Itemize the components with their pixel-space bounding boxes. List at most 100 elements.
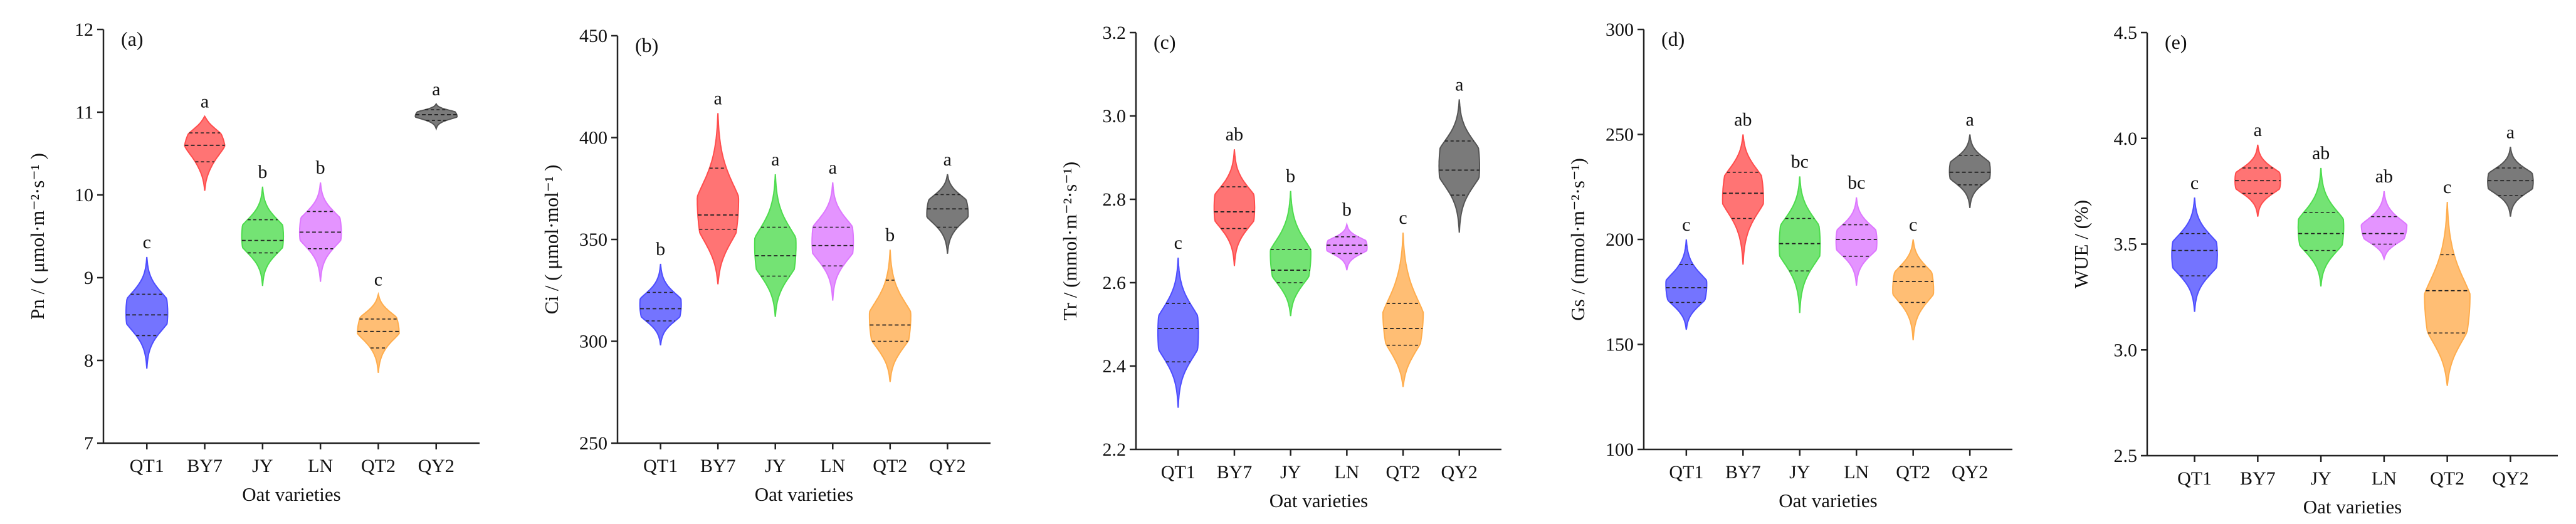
x-tick-label: QY2	[418, 456, 455, 476]
y-tick-label: 4.5	[2114, 23, 2138, 43]
panel-label: (b)	[635, 34, 658, 56]
significance-letter: ab	[2375, 166, 2393, 187]
significance-letter: c	[374, 269, 382, 290]
x-tick-label: QT2	[1386, 462, 1421, 483]
y-tick-label: 2.8	[1103, 189, 1127, 210]
x-tick-label: QT1	[643, 456, 678, 476]
significance-letter: ab	[2312, 143, 2330, 164]
panel-label: (d)	[1661, 28, 1685, 50]
x-tick-label: QY2	[929, 456, 965, 476]
y-tick-label: 300	[579, 332, 607, 352]
y-axis-title: Tr / (mmol·m⁻²·s⁻¹)	[1059, 162, 1081, 320]
x-axis-title: Oat varieties	[1779, 490, 1878, 511]
significance-letter: bc	[1848, 172, 1865, 193]
y-tick-label: 2.4	[1103, 356, 1127, 377]
significance-letter: b	[258, 162, 267, 182]
violin-JY	[241, 186, 285, 286]
y-tick-label: 4.0	[2114, 128, 2138, 149]
violin-BY7	[2234, 144, 2281, 217]
y-tick-label: 250	[579, 433, 607, 454]
y-tick-label: 11	[75, 102, 93, 123]
significance-letter: b	[1342, 199, 1352, 220]
x-tick-label: QT1	[1161, 462, 1196, 483]
violin-BY7	[1722, 134, 1764, 265]
panel-label: (e)	[2165, 31, 2187, 53]
x-axis-title: Oat varieties	[755, 483, 854, 505]
x-tick-label: LN	[1844, 462, 1869, 483]
violin-QT1	[2171, 197, 2218, 312]
violin-JY	[2297, 167, 2345, 287]
chart-panel-a: 7 8 9 10 11 12 QT1 BY7 JY LN QT2 QY2 Oat varieties Pn…	[26, 19, 480, 505]
violin-QY2	[414, 102, 458, 131]
violin-BY7	[697, 113, 740, 285]
y-tick-label: 100	[1606, 439, 1634, 460]
violin-LN	[2360, 191, 2408, 261]
x-tick-label: QT2	[2430, 468, 2464, 489]
x-tick-label: JY	[765, 456, 786, 476]
y-tick-label: 3.2	[1103, 23, 1127, 43]
violin-QY2	[1948, 134, 1991, 208]
x-tick-label: JY	[252, 456, 273, 476]
x-tick-label: QT1	[130, 456, 164, 476]
x-tick-label: QT2	[1896, 462, 1930, 483]
significance-letter: a	[1965, 110, 1974, 130]
y-axis-title: Pn / ( μmol·m⁻²·s⁻¹ )	[26, 153, 48, 320]
y-axis-title: WUE / (%)	[2070, 200, 2092, 288]
significance-letter: c	[1682, 214, 1690, 235]
significance-letter: a	[201, 92, 209, 112]
y-tick-label: 10	[75, 185, 93, 206]
significance-letter: a	[2506, 122, 2515, 142]
x-tick-label: BY7	[187, 456, 223, 476]
violin-LN	[1835, 197, 1878, 286]
x-axis-title: Oat varieties	[242, 483, 341, 505]
x-tick-label: QY2	[2492, 468, 2528, 489]
x-tick-label: QT1	[1669, 462, 1703, 483]
significance-letter: a	[771, 149, 779, 170]
violin-JY	[754, 174, 797, 317]
significance-letter: bc	[1791, 152, 1809, 172]
significance-letter: a	[944, 149, 952, 170]
violin-QY2	[926, 174, 969, 254]
y-axis-title: Gs / (mmol·m⁻²·s⁻¹)	[1567, 158, 1589, 321]
y-tick-label: 7	[84, 433, 93, 454]
significance-letter: c	[1399, 207, 1407, 228]
y-tick-label: 350	[579, 229, 607, 250]
y-tick-label: 450	[579, 26, 607, 46]
violin-QT2	[1382, 233, 1424, 387]
chart-panel-c: 2.2 2.4 2.6 2.8 3.0 3.2 QT1 BY7 JY LN QT2 QY2 Oat va…	[1059, 23, 1501, 511]
significance-letter: a	[432, 79, 440, 100]
y-tick-label: 250	[1606, 125, 1634, 145]
x-tick-label: BY7	[1725, 462, 1761, 483]
x-axis-title: Oat varieties	[2303, 496, 2402, 518]
y-tick-label: 9	[84, 268, 93, 288]
y-tick-label: 3.0	[1103, 106, 1127, 127]
chart-panel-e: 2.5 3.0 3.5 4.0 4.5 QT1 BY7 JY LN QT2 QY2 Oat varie…	[2070, 23, 2558, 518]
significance-letter: ab	[1734, 110, 1752, 130]
x-tick-label: LN	[1334, 462, 1359, 483]
y-tick-label: 8	[84, 350, 93, 371]
significance-letter: c	[2190, 172, 2199, 193]
significance-letter: a	[829, 157, 837, 178]
x-tick-label: LN	[820, 456, 845, 476]
x-axis-title: Oat varieties	[1270, 490, 1369, 511]
violin-LN	[1326, 222, 1368, 271]
violin-QT2	[2424, 201, 2471, 386]
x-tick-label: QT2	[361, 456, 396, 476]
y-tick-label: 3.5	[2114, 234, 2138, 255]
significance-letter: c	[143, 232, 151, 253]
violin-QT2	[1892, 239, 1935, 340]
y-tick-label: 2.2	[1103, 439, 1127, 460]
x-tick-label: BY7	[1217, 462, 1253, 483]
violin-LN	[811, 182, 854, 301]
violin-QT1	[1157, 258, 1199, 408]
x-tick-label: QY2	[1441, 462, 1478, 483]
panel-label: (c)	[1154, 31, 1176, 53]
significance-letter: c	[2443, 177, 2451, 197]
x-tick-label: LN	[308, 456, 333, 476]
violin-JY	[1270, 191, 1312, 317]
violin-QT1	[125, 256, 169, 369]
chart-panel-d: 100 150 200 250 300 QT1 BY7 JY LN QT2 QY2 Oat varie…	[1567, 19, 2012, 511]
y-tick-label: 2.5	[2114, 446, 2138, 466]
x-tick-label: QY2	[1952, 462, 1988, 483]
